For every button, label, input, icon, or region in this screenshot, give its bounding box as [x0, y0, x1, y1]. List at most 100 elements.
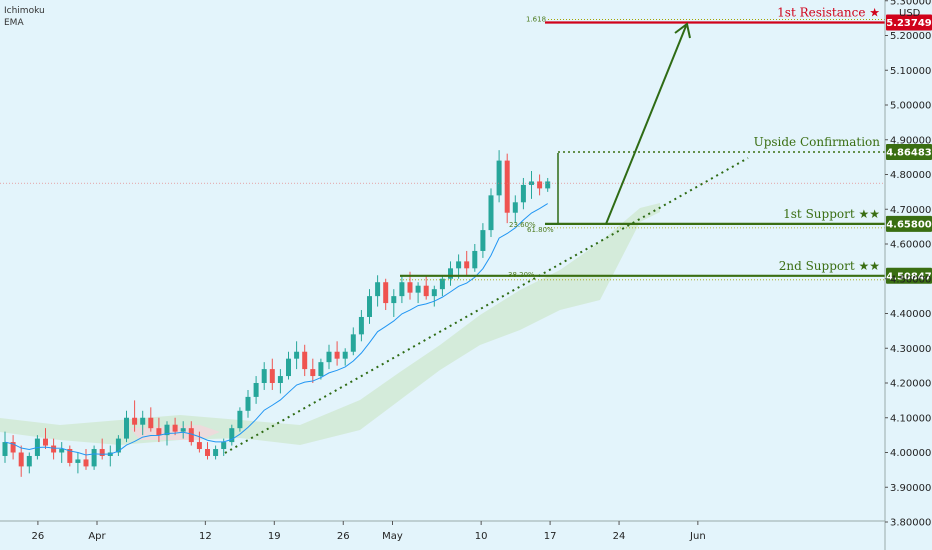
candle-body	[253, 383, 259, 397]
candle	[124, 410, 129, 443]
candle	[342, 348, 348, 366]
candle-body	[67, 449, 73, 463]
candle-body	[358, 316, 364, 335]
candle	[18, 445, 24, 477]
fib-label: 61.80%	[527, 226, 554, 234]
candle	[67, 445, 73, 467]
candle	[496, 150, 502, 203]
projection-arrow	[605, 25, 687, 225]
level-label: Upside Confirmation	[754, 135, 881, 149]
y-tick-label: 5.30000	[890, 0, 931, 7]
candle-body	[172, 424, 178, 432]
ema-line	[4, 203, 548, 456]
candle-body	[261, 369, 267, 383]
price-tag-text: 4.86483	[886, 147, 932, 158]
candle-body	[537, 181, 543, 189]
candle-body	[496, 160, 502, 196]
candle	[261, 362, 267, 390]
candle-body	[520, 184, 526, 203]
candle	[334, 341, 340, 366]
y-tick-label: 3.90000	[890, 483, 931, 494]
candle	[512, 195, 518, 224]
candle-body	[383, 282, 389, 304]
candle-body	[302, 351, 308, 370]
candle	[318, 358, 324, 380]
candle-body	[229, 428, 235, 443]
candle	[237, 407, 243, 432]
x-tick-label: 24	[613, 531, 626, 542]
candle-body	[464, 261, 470, 269]
candle-body	[545, 181, 551, 189]
y-tick-label: 4.40000	[890, 309, 931, 320]
candle-body	[504, 160, 510, 213]
y-tick-label: 5.00000	[890, 101, 931, 112]
price-tag-text: 4.50847	[886, 271, 932, 282]
candle-body	[140, 417, 146, 425]
y-tick-label: 4.90000	[890, 135, 931, 146]
y-tick-label: 4.80000	[890, 170, 931, 181]
candle-body	[472, 250, 478, 269]
candle	[213, 445, 219, 460]
candle	[26, 452, 32, 474]
candle	[269, 358, 275, 390]
price-tag-text: 5.23749	[886, 18, 932, 29]
y-tick-label: 4.50000	[890, 274, 931, 285]
candle	[448, 261, 453, 286]
candle-body	[512, 202, 518, 213]
candle	[545, 177, 551, 192]
candle	[2, 431, 8, 463]
candle	[148, 407, 154, 432]
y-tick-label: 4.10000	[890, 413, 931, 424]
candle-body	[26, 455, 32, 467]
candle-body	[205, 449, 210, 456]
candle-body	[245, 396, 251, 411]
candle-body	[407, 282, 413, 293]
candle-body	[456, 261, 462, 269]
candle	[367, 289, 372, 324]
candle-body	[277, 376, 283, 383]
candle-body	[431, 289, 437, 297]
candle	[205, 442, 210, 460]
candle	[140, 410, 146, 436]
range-bracket	[545, 153, 559, 225]
candle	[358, 310, 364, 342]
candle-body	[294, 351, 300, 359]
candle-body	[188, 428, 194, 443]
indicator-ema-label: EMA	[4, 18, 24, 28]
candle	[51, 438, 57, 460]
candle-body	[367, 296, 372, 317]
arrow-head	[674, 22, 691, 39]
candle-body	[269, 369, 275, 383]
candle-body	[334, 351, 340, 359]
candle	[488, 188, 494, 238]
candle	[415, 282, 421, 304]
candle-body	[180, 428, 186, 432]
x-tick-label: 26	[337, 531, 350, 542]
candle	[10, 435, 16, 460]
candle-body	[310, 369, 316, 377]
trend-line	[224, 157, 749, 454]
y-tick-label: 5.20000	[890, 31, 931, 42]
price-tag-text: 4.65800	[886, 219, 932, 230]
candle	[480, 223, 486, 258]
candle-body	[350, 334, 356, 352]
candle	[43, 428, 48, 450]
candle-body	[51, 445, 57, 453]
candle-body	[124, 417, 129, 439]
candle	[188, 421, 194, 446]
candle-body	[448, 268, 453, 279]
candle	[310, 358, 316, 383]
y-tick-label: 4.60000	[890, 240, 931, 251]
candle	[399, 275, 405, 304]
candle	[91, 445, 97, 470]
x-tick-label: May	[382, 531, 403, 542]
candle-body	[164, 424, 170, 436]
fib-label: 38.20%	[508, 271, 535, 279]
candle-body	[83, 459, 89, 467]
candle	[391, 289, 397, 317]
y-tick-label: 4.30000	[890, 344, 931, 355]
level-label: 2nd Support ★★	[779, 259, 880, 273]
candle-body	[423, 285, 429, 297]
